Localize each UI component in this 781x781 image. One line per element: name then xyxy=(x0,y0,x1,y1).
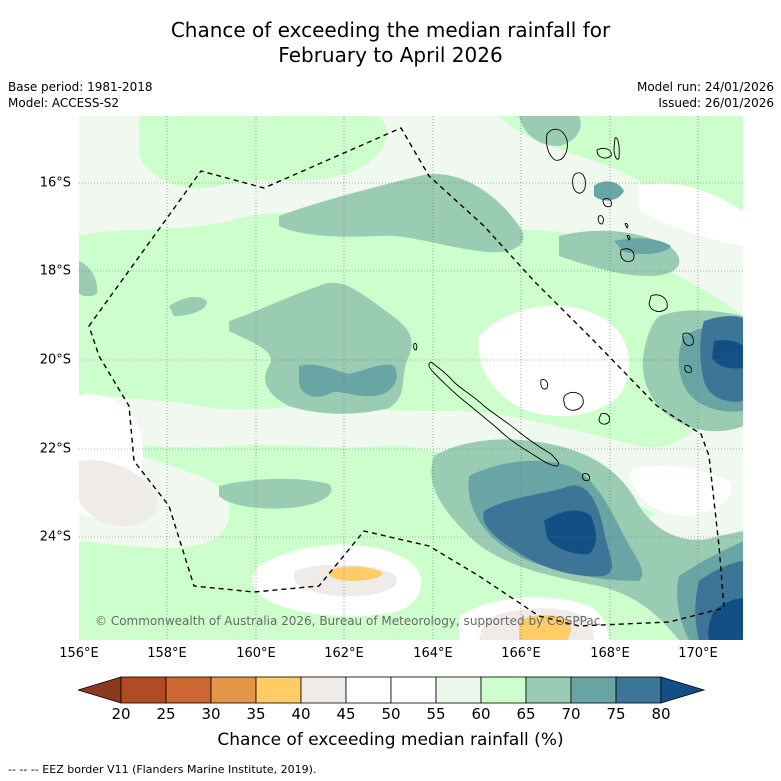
contour-50-area-ne xyxy=(639,183,743,246)
contour-70-area-north xyxy=(279,174,524,253)
vanuatu-espiritu-santo xyxy=(546,128,568,161)
colorbar-tick-65: 65 xyxy=(516,705,536,723)
lat-label-24s: 24°S xyxy=(39,529,71,545)
colorbar-swatch-20-25 xyxy=(120,676,167,704)
colorbar-swatch-25-30 xyxy=(165,676,212,704)
lon-label-162e: 162°E xyxy=(324,646,364,661)
belep-islands xyxy=(413,343,418,351)
loyalty-island-mare xyxy=(598,413,610,425)
lon-label-160e: 160°E xyxy=(236,646,276,661)
colorbar-tick-40: 40 xyxy=(291,705,311,723)
lat-label-18s: 18°S xyxy=(39,263,71,279)
vanuatu-aneityum xyxy=(684,365,692,374)
eez-legend-note: -- -- -- EEZ border V11 (Flanders Marine… xyxy=(8,763,317,776)
colorbar-swatch-30-35 xyxy=(210,676,257,704)
meta-left: Base period: 1981-2018 Model: ACCESS-S2 xyxy=(8,79,153,111)
loyalty-island-lifou xyxy=(563,392,584,411)
contour-70-area-sw xyxy=(219,478,332,509)
colorbar-tick-20: 20 xyxy=(111,705,131,723)
isle-of-pines xyxy=(582,473,590,482)
contour-75-area-ne xyxy=(614,238,671,254)
contour-65-band-sw xyxy=(79,266,101,398)
vanuatu-malekula xyxy=(572,172,586,194)
issued-date: Issued: 26/01/2026 xyxy=(658,96,774,110)
colorbar-swatch-45-50 xyxy=(345,676,392,704)
colorbar-tick-25: 25 xyxy=(156,705,176,723)
lat-label-20s: 20°S xyxy=(39,352,71,368)
meta-right: Model run: 24/01/2026 Issued: 26/01/2026 xyxy=(637,79,774,111)
model-run: Model run: 24/01/2026 xyxy=(636,80,774,94)
colorbar-swatch-55-60 xyxy=(435,676,482,704)
lon-label-156e: 156°E xyxy=(59,646,99,661)
rainfall-map xyxy=(79,116,743,640)
colorbar-swatch-40-45 xyxy=(300,676,347,704)
contour-75-area-ne-small xyxy=(594,181,624,201)
eez-border xyxy=(88,127,725,627)
vanuatu-ambae xyxy=(596,147,612,159)
colorbar-extend-high xyxy=(660,676,705,704)
colorbar-swatch-35-40 xyxy=(255,676,302,704)
colorbar-tick-45: 45 xyxy=(336,705,356,723)
colorbar-swatch-65-70 xyxy=(525,676,572,704)
contour-85-area-east xyxy=(712,340,743,369)
lon-label-158e: 158°E xyxy=(147,646,187,661)
contour-45-area-w xyxy=(79,460,158,526)
colorbar xyxy=(78,676,705,704)
map-canvas xyxy=(79,116,743,640)
contour-85-area-se xyxy=(544,510,596,555)
title-line-2: February to April 2026 xyxy=(278,43,503,67)
base-period: Base period: 1981-2018 xyxy=(8,80,153,94)
contour-50-area-east xyxy=(629,465,732,516)
vanuatu-epi xyxy=(602,197,612,208)
lon-label-166e: 166°E xyxy=(501,646,541,661)
lon-label-164e: 164°E xyxy=(413,646,453,661)
contour-40-area-s xyxy=(328,566,383,581)
lat-label-22s: 22°S xyxy=(39,441,71,457)
title-line-1: Chance of exceeding the median rainfall … xyxy=(170,18,611,42)
gridlines xyxy=(79,116,743,640)
copyright-notice: © Commonwealth of Australia 2026, Bureau… xyxy=(95,614,601,628)
lat-label-16s: 16°S xyxy=(39,175,71,191)
colorbar-extend-low xyxy=(78,676,122,704)
colorbar-tick-50: 50 xyxy=(381,705,401,723)
contour-70-area-nw xyxy=(169,296,207,316)
colorbar-tick-70: 70 xyxy=(561,705,581,723)
colorbar-swatch-75-80 xyxy=(615,676,662,704)
colorbar-tick-60: 60 xyxy=(471,705,491,723)
vanuatu-small-islands xyxy=(597,215,631,241)
contour-50-area-center xyxy=(478,305,630,416)
lon-label-170e: 170°E xyxy=(678,646,718,661)
vanuatu-efate xyxy=(620,248,635,262)
vanuatu-erromango xyxy=(648,294,668,312)
colorbar-tick-75: 75 xyxy=(606,705,626,723)
colorbar-swatch-60-65 xyxy=(480,676,527,704)
vanuatu-tanna xyxy=(682,332,694,346)
colorbar-tick-35: 35 xyxy=(246,705,266,723)
colorbar-swatch-50-55 xyxy=(390,676,437,704)
contour-75-area-central xyxy=(299,364,397,397)
contour-70-area-w xyxy=(79,261,98,297)
colorbar-swatch-70-75 xyxy=(570,676,617,704)
loyalty-island-ouvea xyxy=(540,379,548,390)
model-name: Model: ACCESS-S2 xyxy=(8,96,120,110)
colorbar-tick-30: 30 xyxy=(201,705,221,723)
colorbar-tick-55: 55 xyxy=(426,705,446,723)
new-caledonia-main-island xyxy=(428,361,560,467)
colorbar-tick-80: 80 xyxy=(651,705,671,723)
colorbar-label: Chance of exceeding median rainfall (%) xyxy=(217,730,564,750)
vanuatu-pentecost xyxy=(613,137,620,160)
contour-85-area-far-se xyxy=(708,598,743,640)
chart-title: Chance of exceeding the median rainfall … xyxy=(0,18,781,68)
lon-label-168e: 168°E xyxy=(590,646,630,661)
